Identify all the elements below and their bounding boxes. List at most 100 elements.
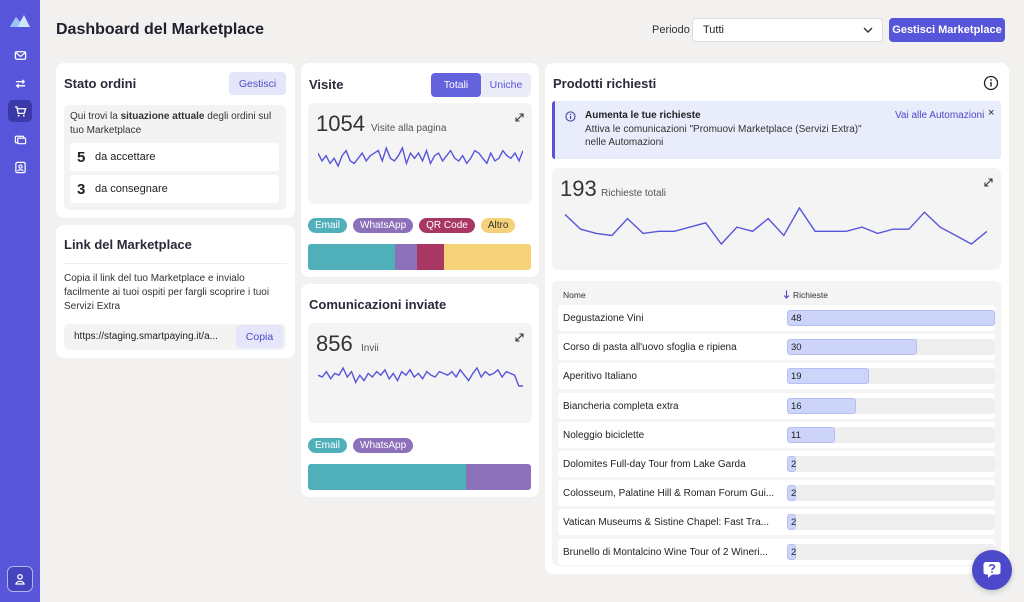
table-row[interactable]: Dolomites Full-day Tour from Lake Garda 2 — [558, 451, 995, 477]
copy-link-button[interactable]: Copia — [236, 325, 283, 348]
card-title: Stato ordini — [64, 76, 137, 91]
mountain-logo[interactable] — [9, 12, 31, 28]
visits-card: Visite Totali Uniche 1054 Visite alla pa… — [301, 63, 539, 277]
expand-icon[interactable] — [515, 333, 524, 342]
periodo-value: Tutti — [703, 24, 724, 36]
request-bar-track: 2 — [787, 514, 995, 531]
product-name: Aperitivo Italiano — [563, 371, 637, 383]
sidebar-item-contacts[interactable] — [8, 156, 32, 178]
request-bar-track: 30 — [787, 339, 995, 356]
card-title: Prodotti richiesti — [553, 76, 657, 91]
transfer-icon — [15, 78, 25, 88]
expand-icon[interactable] — [984, 178, 993, 187]
request-bar — [787, 426, 835, 443]
card-title: Comunicazioni inviate — [309, 297, 447, 312]
sidebar-item-transactions[interactable] — [8, 72, 32, 94]
intro-text: Qui trovi la — [70, 111, 121, 122]
request-bar-track: 16 — [787, 397, 995, 414]
request-bar — [787, 456, 796, 472]
legend-qr-code: QR Code — [419, 218, 475, 233]
tab-totali[interactable]: Totali — [431, 73, 481, 97]
table-row[interactable]: Biancheria completa extra 16 — [558, 392, 995, 419]
sparkline-path — [565, 206, 987, 246]
manage-marketplace-button[interactable]: Gestisci Marketplace — [889, 18, 1005, 42]
column-header-name[interactable]: Nome — [563, 290, 586, 300]
communications-card: Comunicazioni inviate 856 Invii Email Wh… — [301, 284, 539, 497]
table-row[interactable]: Vatican Museums & Sistine Chapel: Fast T… — [558, 509, 995, 536]
page-title: Dashboard del Marketplace — [56, 21, 265, 38]
mail-icon — [14, 50, 26, 60]
help-chat-button[interactable] — [972, 550, 1012, 590]
sparkline-path — [318, 366, 523, 387]
request-count: 2 — [791, 488, 797, 500]
table-row[interactable]: Aperitivo Italiano 19 — [558, 363, 995, 390]
channel-segment — [444, 244, 531, 270]
close-icon[interactable]: × — [988, 107, 995, 119]
request-count: 2 — [791, 517, 797, 529]
communications-legend: Email WhatsApp — [308, 438, 414, 453]
communications-sparkline — [318, 366, 523, 387]
products-table: Nome Richieste Degustazione Vini 48 Corso … — [552, 281, 1001, 566]
orders-label: da consegnare — [95, 183, 168, 195]
request-bar — [787, 543, 796, 560]
orders-label: da accettare — [95, 151, 156, 163]
requested-products-card: Prodotti richiesti Aumenta le tue richie… — [545, 63, 1009, 574]
request-bar — [787, 339, 917, 356]
orders-count: 3 — [77, 180, 86, 198]
table-row[interactable]: Colosseum, Palatine Hill & Roman Forum G… — [558, 480, 995, 507]
request-bar — [787, 485, 796, 502]
product-name: Corso di pasta all'uovo sfoglia e ripien… — [563, 342, 737, 354]
legend-whatsapp: WhatsApp — [353, 438, 414, 453]
tab-uniche[interactable]: Uniche — [489, 79, 523, 91]
marketplace-url[interactable]: https://staging.smartpaying.it/a... — [74, 331, 218, 342]
divider — [64, 263, 287, 264]
table-row[interactable]: Degustazione Vini 48 — [558, 305, 995, 331]
link-box: https://staging.smartpaying.it/a... Copi… — [64, 324, 286, 350]
table-row[interactable]: Corso di pasta all'uovo sfoglia e ripien… — [558, 334, 995, 361]
product-name: Degustazione Vini — [563, 313, 644, 324]
orders-to-deliver-row[interactable]: 3 da consegnare — [70, 175, 279, 203]
manage-orders-button[interactable]: Gestisci — [229, 72, 286, 95]
visits-metric: 1054 Visite alla pagina — [308, 103, 532, 204]
orders-to-accept-row[interactable]: 5 da accettare — [70, 143, 279, 171]
visits-toggle: Totali Uniche — [431, 73, 531, 97]
request-bar — [787, 310, 995, 326]
requests-metric: 193 Richieste totali — [552, 168, 1001, 270]
channel-segment — [417, 244, 445, 270]
product-name: Biancheria completa extra — [563, 400, 679, 412]
table-row[interactable]: Brunello di Montalcino Wine Tour of 2 Wi… — [558, 538, 995, 565]
info-icon[interactable] — [983, 75, 999, 91]
legend-altro: Altro — [480, 218, 516, 233]
requests-label: Richieste totali — [601, 188, 667, 199]
product-name: Dolomites Full-day Tour from Lake Garda — [563, 459, 746, 470]
requests-value: 193 — [560, 176, 597, 201]
request-count: 2 — [791, 459, 797, 470]
column-header-requests[interactable]: Richieste — [793, 290, 828, 300]
automations-link[interactable]: Vai alle Automazioni — [895, 110, 985, 121]
link-description: Copia il link del tuo Marketplace e invi… — [64, 273, 270, 312]
request-bar — [787, 514, 796, 531]
user-icon — [15, 573, 25, 585]
channel-segment — [308, 464, 467, 490]
orders-intro: Qui trovi la situazione attuale degli or… — [70, 110, 280, 138]
legend-whatsapp: WhatsApp — [353, 218, 414, 233]
cart-icon — [14, 105, 26, 117]
periodo-select[interactable]: Tutti — [692, 18, 883, 42]
request-bar-track: 2 — [787, 543, 995, 560]
chat-help-icon — [983, 562, 1001, 578]
sidebar-item-messages[interactable] — [8, 44, 32, 66]
visits-legend: Email WhatsApp QR Code Altro — [308, 218, 516, 233]
product-name: Colosseum, Palatine Hill & Roman Forum G… — [563, 488, 775, 500]
periodo-label: Periodo — [652, 24, 690, 36]
arrow-down-icon[interactable] — [783, 290, 790, 299]
user-profile-button[interactable] — [7, 566, 33, 592]
contact-card-icon — [14, 161, 26, 173]
intro-bold: situazione attuale — [120, 111, 205, 122]
sidebar-item-tickets[interactable] — [8, 128, 32, 150]
expand-icon[interactable] — [515, 113, 524, 122]
table-row[interactable]: Noleggio biciclette 11 — [558, 421, 995, 448]
sidebar-item-marketplace[interactable] — [8, 100, 32, 122]
communications-value: 856 — [316, 331, 353, 356]
intro-text-end: degli ordini sul tuo Marketplace — [70, 111, 272, 136]
orders-count: 5 — [77, 148, 86, 166]
